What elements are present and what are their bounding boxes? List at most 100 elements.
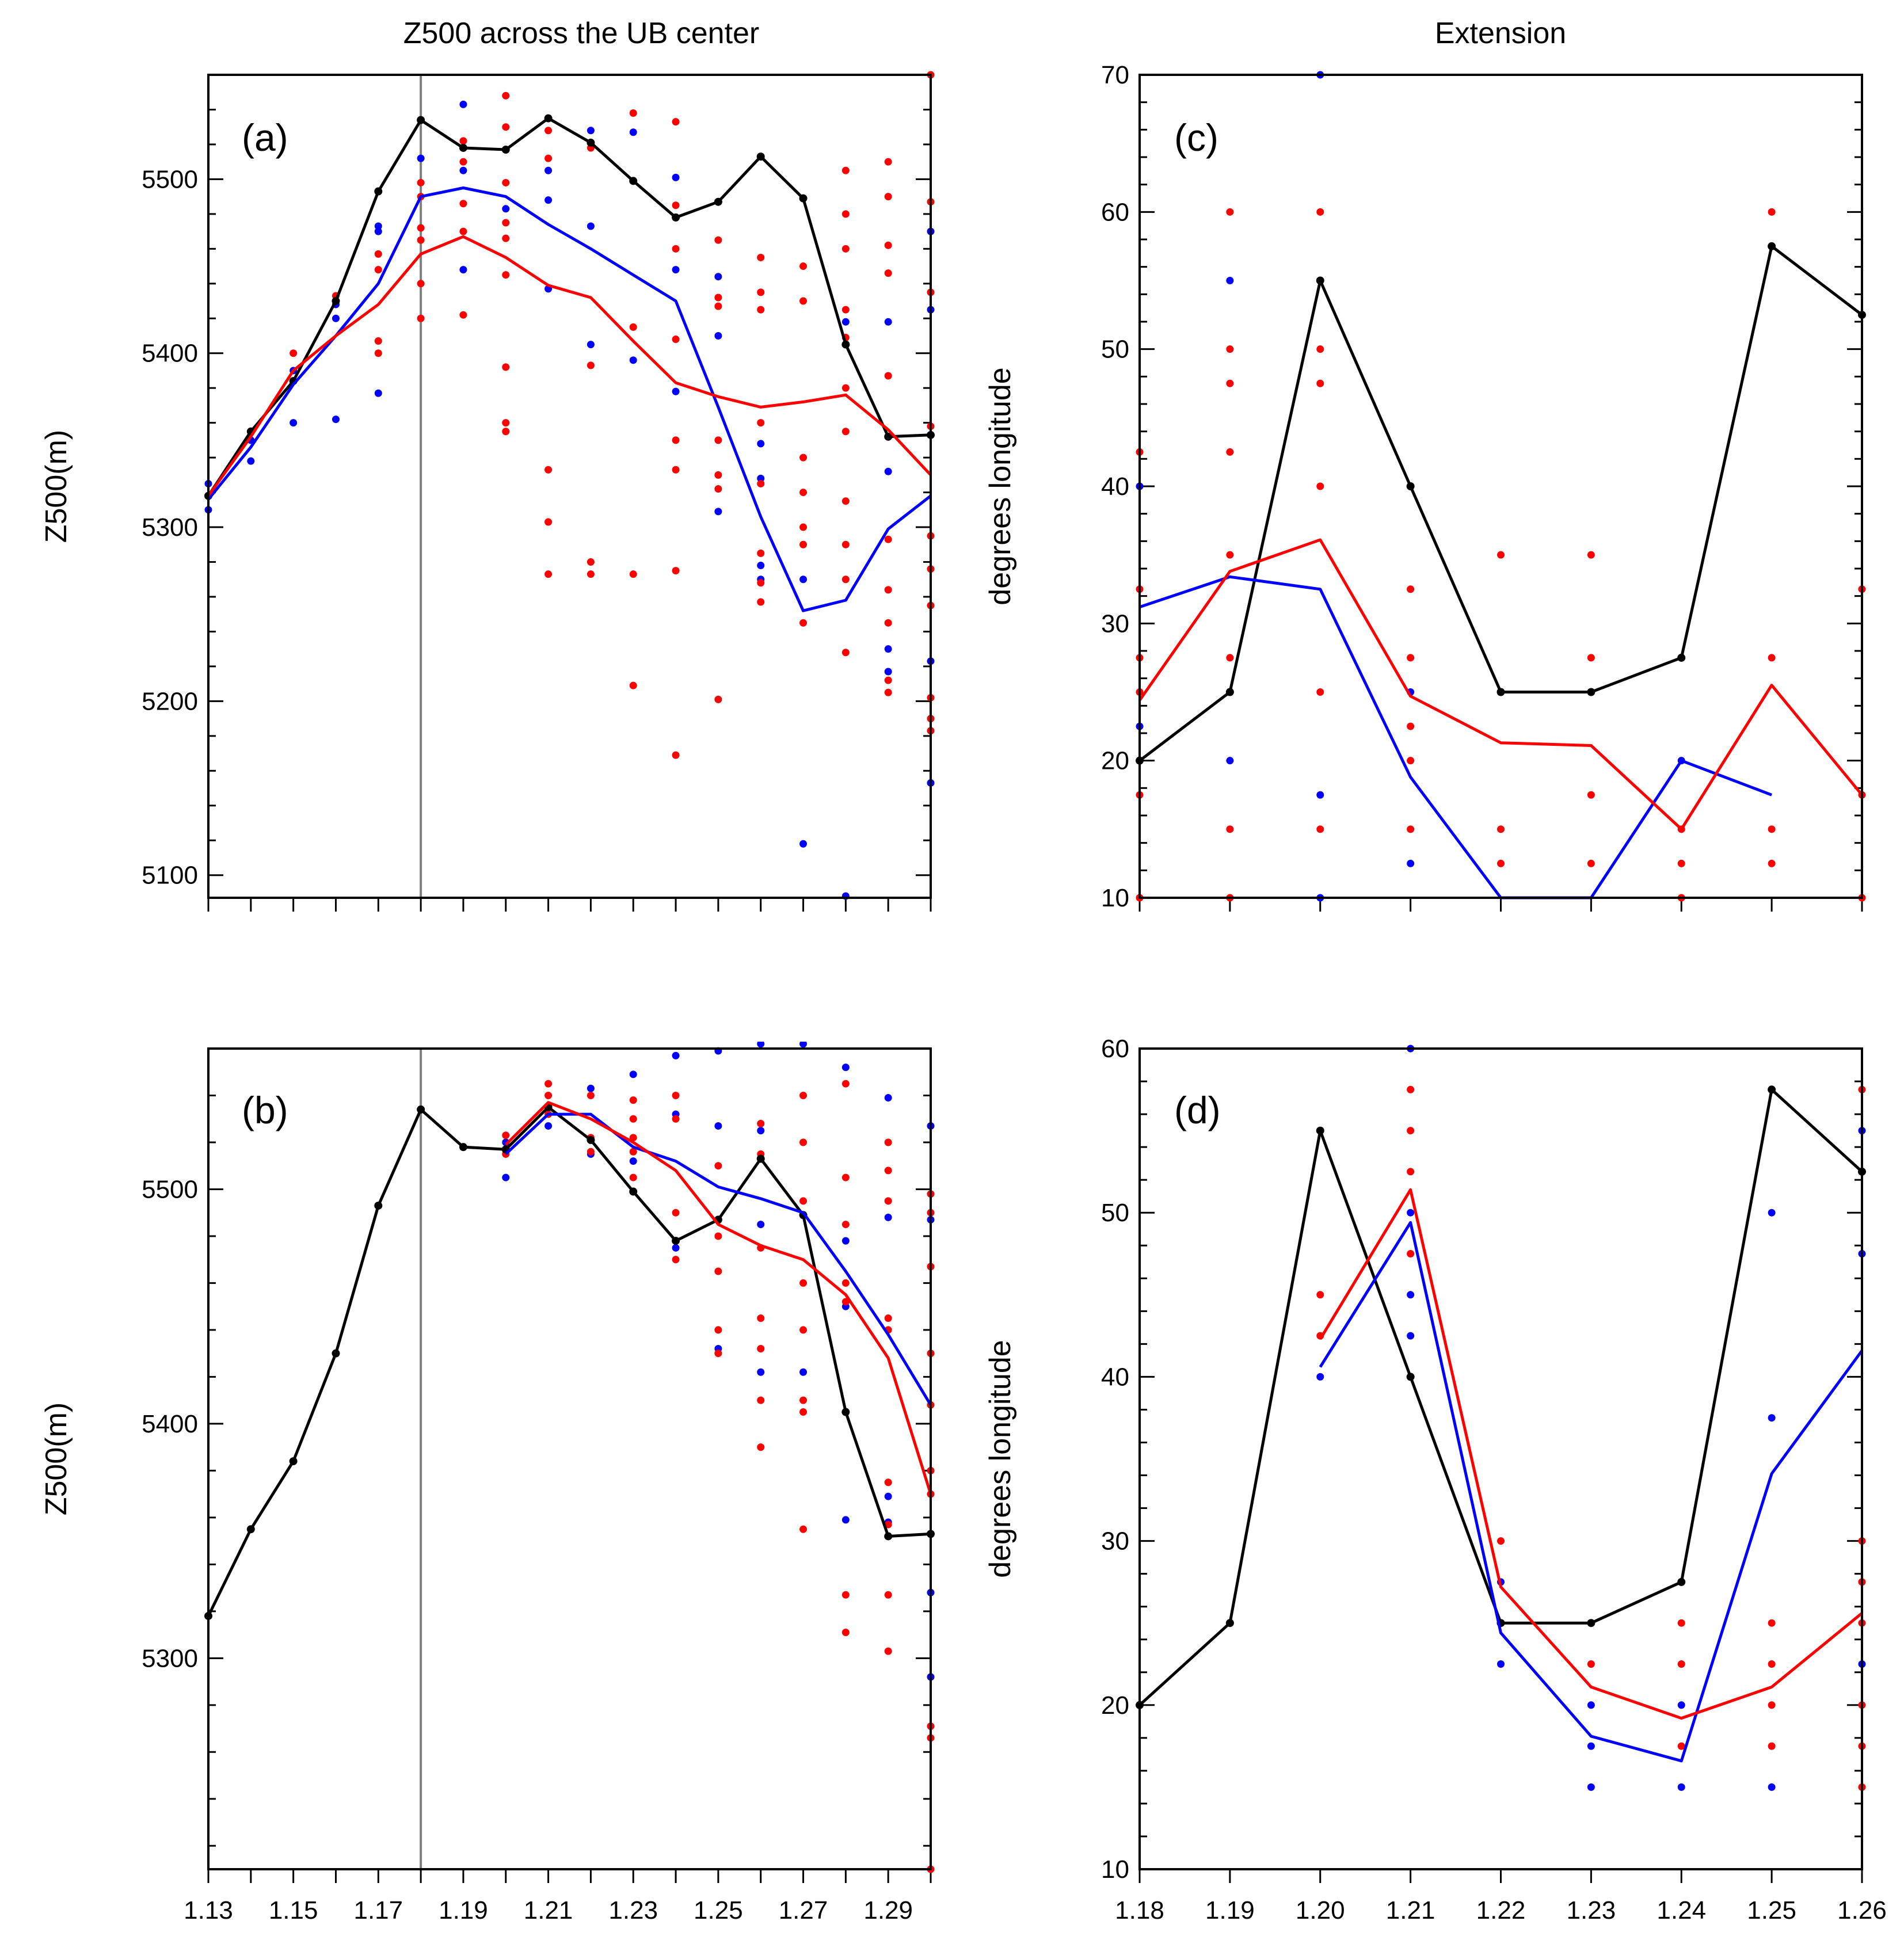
series-marker-black	[374, 187, 383, 196]
member-dot	[672, 173, 680, 181]
member-dot	[884, 688, 892, 696]
y-tick-label: 30	[1101, 1527, 1129, 1556]
series-marker-black	[629, 177, 638, 185]
member-dot	[672, 201, 680, 209]
member-dot	[841, 540, 850, 548]
series-marker-black	[587, 1135, 595, 1144]
member-dot	[714, 236, 722, 244]
member-dot	[544, 196, 553, 204]
x-tick-label: 1.18	[1115, 1896, 1164, 1924]
x-tick-label: 1.29	[863, 1896, 913, 1924]
member-dot	[587, 127, 595, 135]
series-marker-black	[544, 114, 553, 123]
member-dot	[1768, 208, 1776, 216]
member-dot	[714, 294, 722, 302]
member-dot	[459, 100, 467, 108]
member-dot	[247, 457, 255, 465]
member-dot	[841, 1173, 850, 1182]
y-tick-label: 40	[1101, 1363, 1129, 1391]
y-tick-label: 40	[1101, 472, 1129, 501]
member-dot	[290, 419, 298, 427]
series-marker-black	[1225, 688, 1234, 696]
member-dot	[1407, 722, 1415, 730]
member-dot	[1497, 859, 1505, 867]
x-tick-label: 1.25	[694, 1896, 743, 1924]
member-dot	[884, 1094, 892, 1102]
member-dot	[544, 466, 553, 474]
series-marker-black	[417, 116, 425, 124]
series-marker-black	[459, 1143, 467, 1152]
series-marker-black	[714, 197, 722, 206]
member-dot	[1316, 688, 1324, 696]
chart-panel-c: 10 20 30 40 50 60 70 degrees longitude (c)	[984, 61, 1866, 912]
member-dot	[672, 751, 680, 759]
member-dot	[629, 323, 637, 331]
member-dot	[1316, 345, 1324, 353]
member-dot	[1497, 825, 1505, 833]
member-dot	[1587, 859, 1595, 867]
member-dot	[714, 1350, 722, 1358]
y-tick-label: 5200	[142, 687, 198, 715]
member-dot	[1677, 1783, 1685, 1791]
series-marker-black	[246, 1525, 255, 1534]
x-tick-label: 1.20	[1296, 1896, 1345, 1924]
y-tick-label: 5400	[142, 340, 198, 368]
series-marker-black	[417, 1105, 425, 1114]
member-dot	[884, 1314, 892, 1322]
member-dot	[1768, 859, 1776, 867]
member-dot	[1226, 825, 1234, 833]
y-tick-label: 30	[1101, 609, 1129, 638]
member-dot	[841, 306, 850, 314]
member-dot	[757, 1127, 765, 1135]
x-tick-label: 1.21	[1386, 1896, 1435, 1924]
member-dot	[544, 154, 553, 162]
column-title-left: Z500 across the UB center	[403, 17, 760, 50]
member-dot	[544, 1091, 553, 1099]
member-dot	[629, 570, 637, 578]
member-dot	[714, 695, 722, 703]
member-dot	[1316, 791, 1324, 799]
member-dot	[332, 416, 340, 424]
member-dot	[1677, 859, 1685, 867]
plot-area	[204, 1042, 935, 1873]
member-dot	[502, 419, 510, 427]
x-tick-label: 1.26	[1837, 1896, 1887, 1924]
series-line-red	[1319, 1188, 1863, 1720]
member-dot	[502, 234, 510, 242]
member-dot	[1316, 1373, 1324, 1381]
member-dot	[841, 1080, 850, 1088]
y-tick-label: 60	[1101, 1035, 1129, 1063]
member-dot	[757, 1042, 765, 1048]
member-dot	[1587, 791, 1595, 799]
member-dot	[841, 1237, 850, 1245]
member-dot	[1768, 1660, 1776, 1668]
member-dot	[799, 1197, 808, 1205]
member-dot	[1768, 1414, 1776, 1422]
member-dot	[1316, 379, 1324, 387]
y-tick-label: 60	[1101, 198, 1129, 226]
member-dot	[1768, 1742, 1776, 1750]
x-tick-label: 1.19	[1205, 1896, 1255, 1924]
member-dot	[587, 222, 595, 230]
member-dot	[374, 349, 382, 357]
member-dot	[544, 1122, 553, 1130]
member-dot	[884, 645, 892, 653]
member-dot	[841, 428, 850, 436]
member-dot	[587, 1084, 595, 1092]
member-dot	[799, 1279, 808, 1287]
member-dot	[502, 363, 510, 371]
y-tick-label: 50	[1101, 1199, 1129, 1227]
member-dot	[714, 331, 722, 340]
member-dot	[841, 1591, 850, 1599]
chart-panel-d: 10 20 30 40 50 60 1.18 1.19 1.20 1.21 1.22 1.23 1.24…	[984, 1035, 1887, 1924]
member-dot	[1677, 1701, 1685, 1709]
member-dot	[884, 1591, 892, 1599]
member-dot	[757, 306, 765, 314]
member-dot	[1407, 654, 1415, 662]
member-dot	[884, 1492, 892, 1500]
series-marker-black	[374, 1201, 383, 1210]
member-dot	[884, 535, 892, 543]
series-marker-black	[756, 153, 765, 161]
member-dot	[1407, 825, 1415, 833]
member-dot	[884, 676, 892, 684]
